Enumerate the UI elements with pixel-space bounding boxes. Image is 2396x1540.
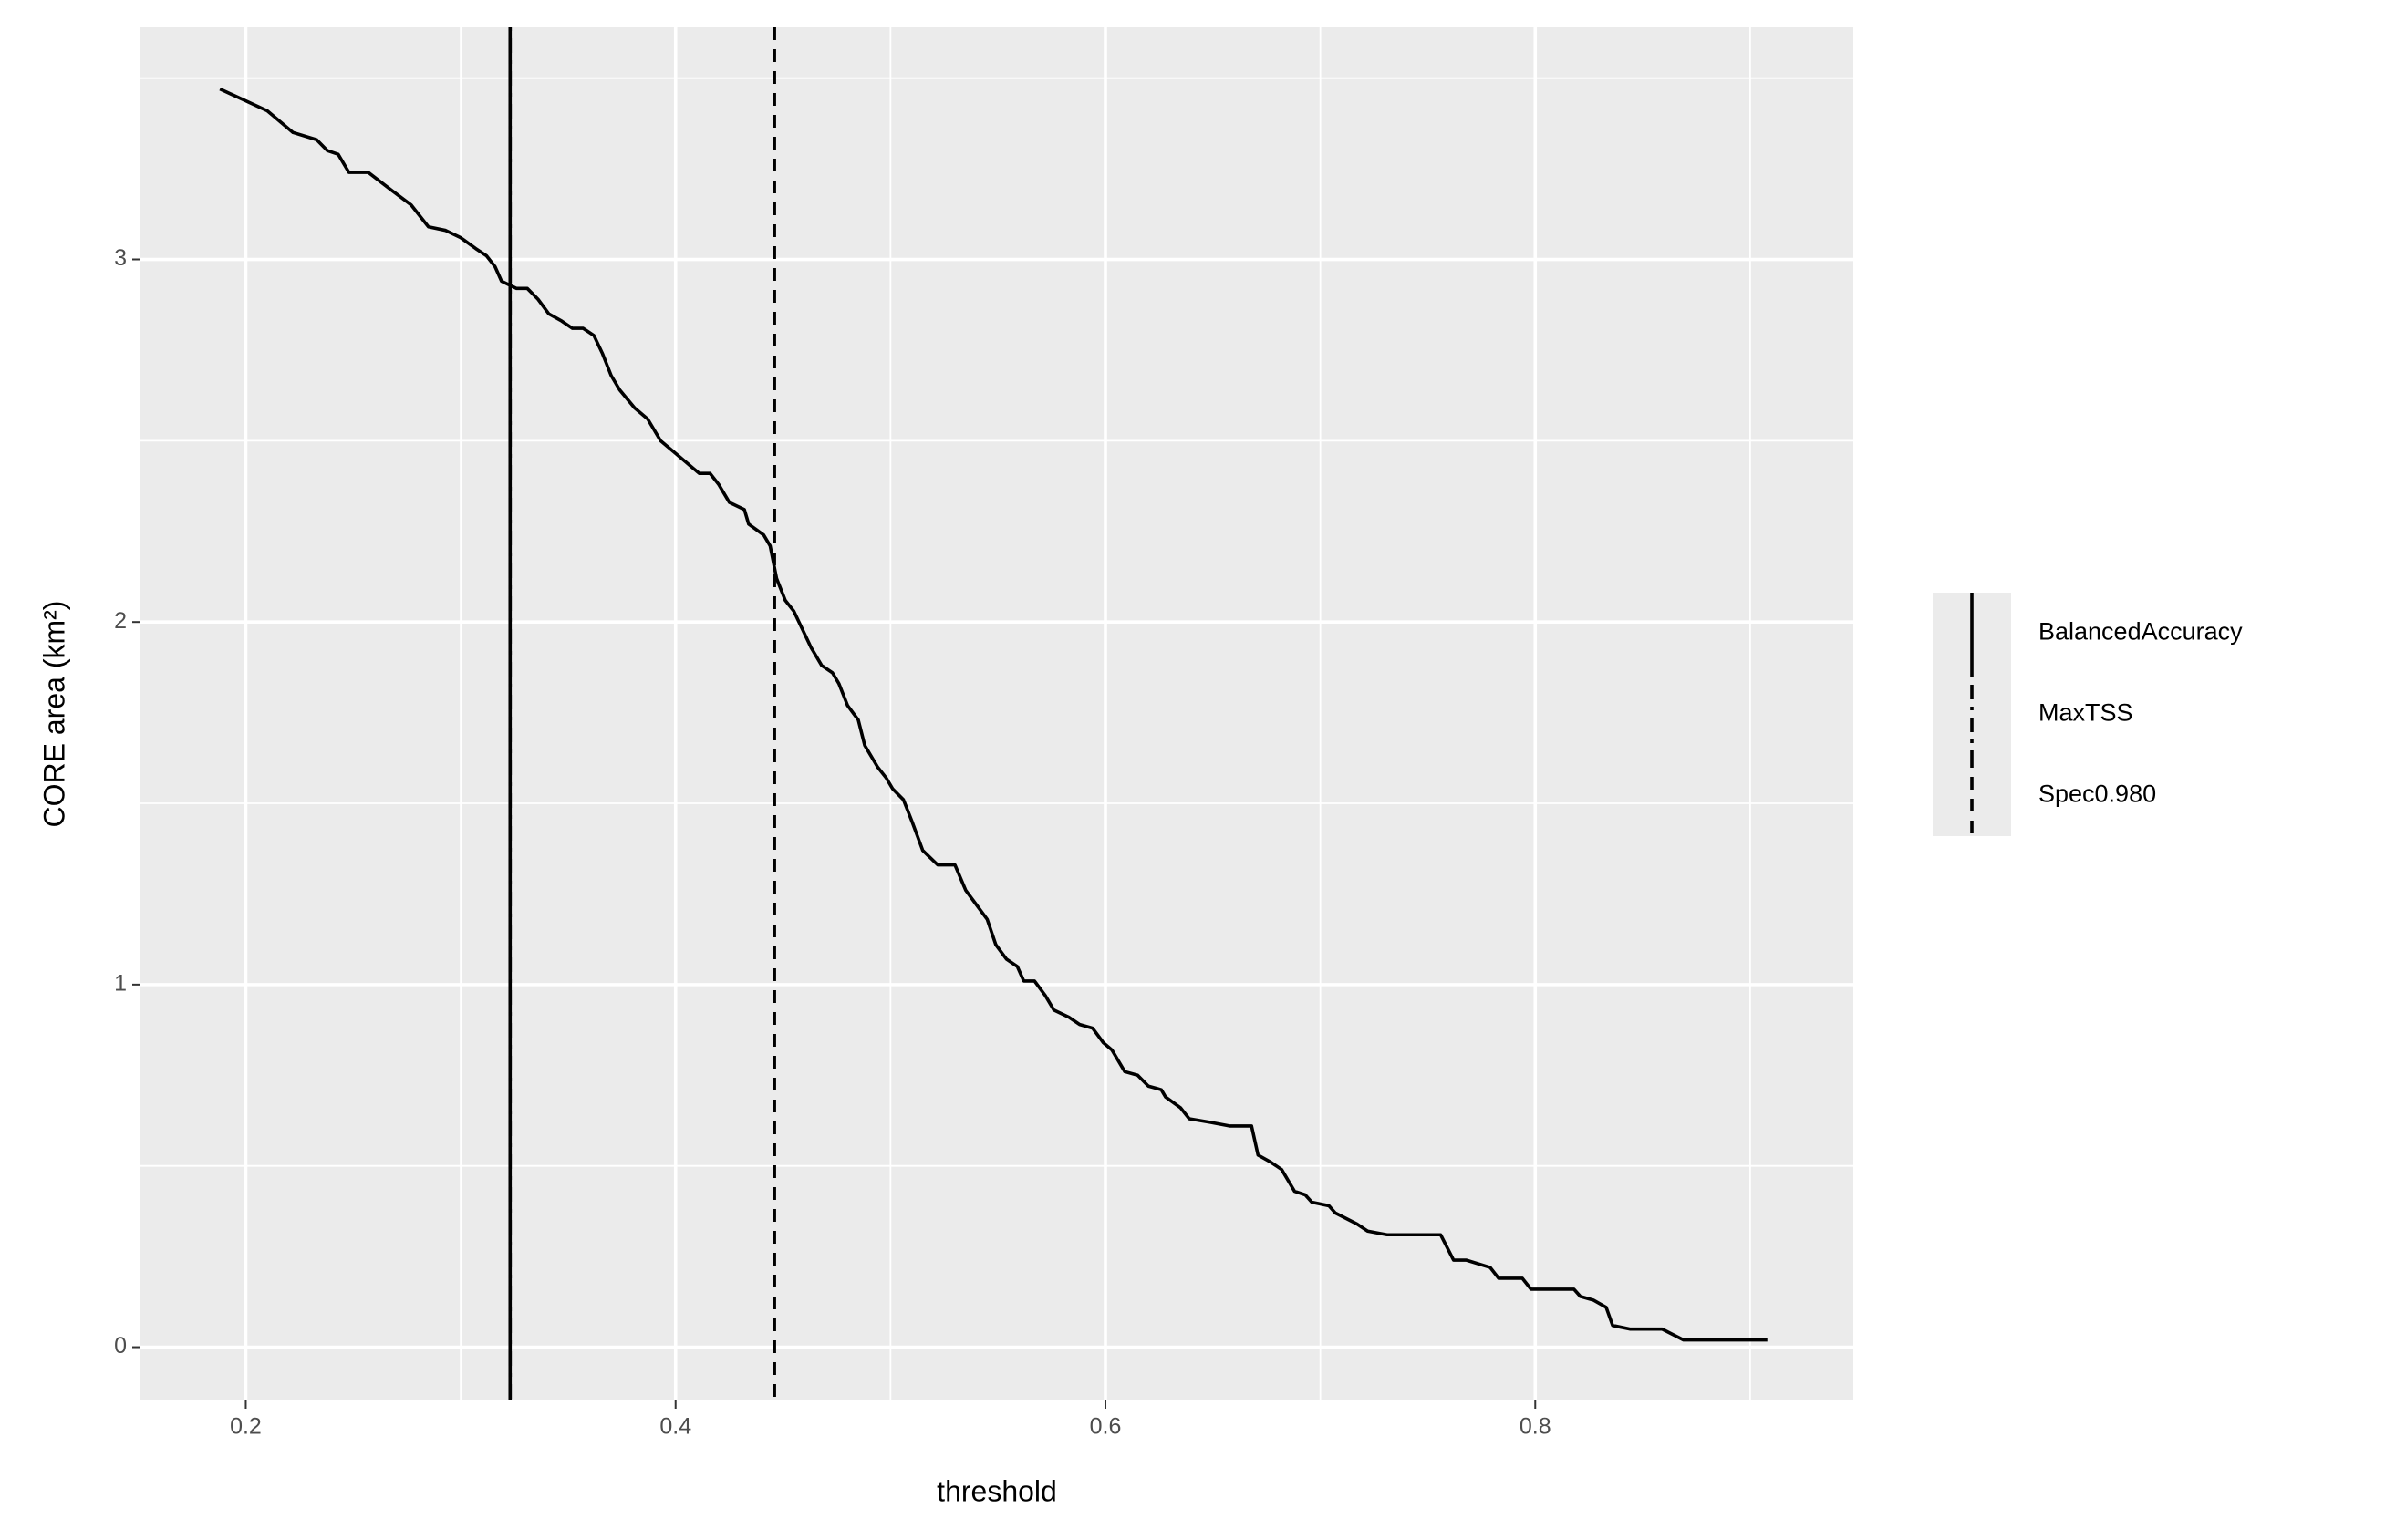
legend-label: BalancedAccuracy	[2038, 618, 2243, 646]
y-axis-title: CORE area (km²)	[37, 601, 70, 828]
x-axis-title: threshold	[937, 1474, 1057, 1507]
x-tick-label: 0.8	[1520, 1414, 1551, 1440]
x-tick-label: 0.6	[1090, 1414, 1122, 1440]
y-tick-label: 3	[114, 245, 127, 271]
y-tick-label: 0	[114, 1333, 127, 1359]
data-line	[219, 87, 1768, 1342]
legend-label: Spec0.980	[2038, 780, 2156, 808]
legend-label: MaxTSS	[2038, 699, 2133, 727]
y-tick-label: 2	[114, 608, 127, 634]
x-tick-label: 0.4	[659, 1414, 691, 1440]
panel	[140, 27, 1853, 1400]
x-tick-label: 0.2	[230, 1414, 262, 1440]
y-tick-label: 1	[114, 970, 127, 996]
